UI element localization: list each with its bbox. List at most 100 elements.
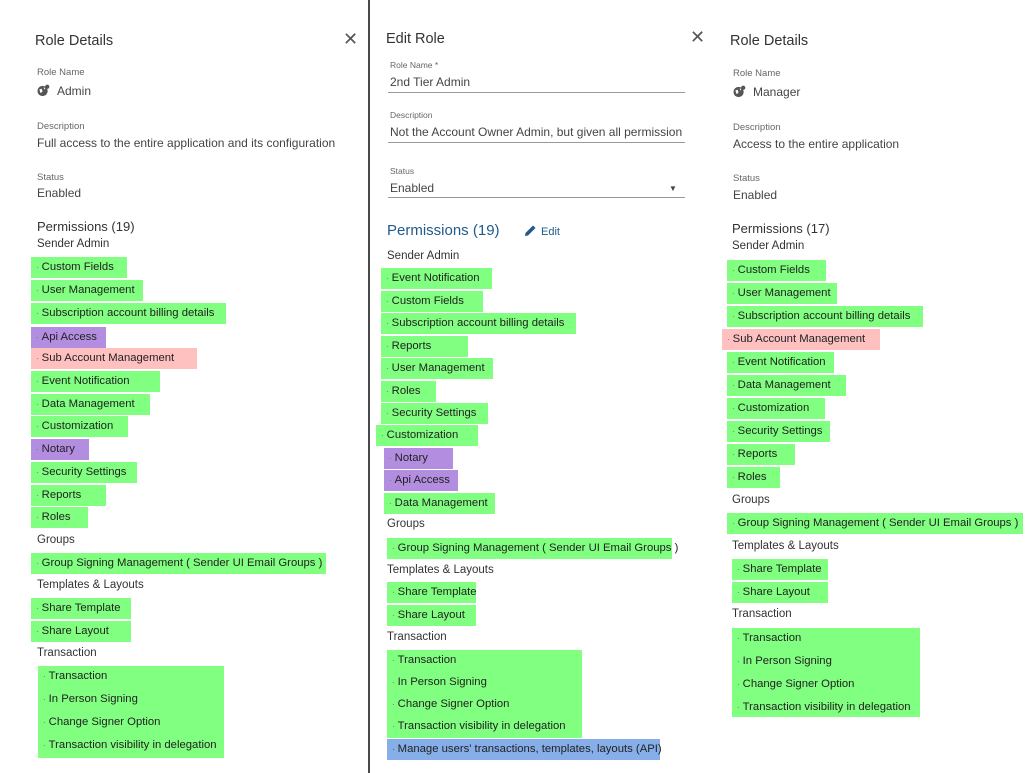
permission-chip: · Group Signing Management ( Sender UI Em… [31, 553, 326, 574]
description-input[interactable]: Not the Account Owner Admin, but given a… [390, 125, 684, 139]
section-templates-layouts: Templates & Layouts [732, 540, 839, 552]
permission-chip: · Customization [376, 425, 478, 446]
permission-chip: · Transaction visibility in delegation [392, 720, 566, 732]
panel-divider [368, 0, 370, 773]
section-sender-admin: Sender Admin [37, 238, 110, 250]
permission-chip: · Reports [727, 444, 795, 465]
panel-title: Edit Role [386, 31, 445, 47]
permission-chip: · Data Management [727, 375, 846, 396]
permission-chip: · Share Layout [31, 621, 131, 642]
role-details-panel-manager: Role Details Role Name Manager Descripti… [712, 0, 1035, 773]
status-value: Enabled [733, 188, 778, 202]
permission-chip: · Group Signing Management ( Sender UI Em… [387, 538, 678, 559]
permission-chip: · Custom Fields [727, 260, 826, 281]
status-value: Enabled [37, 186, 82, 200]
permission-block [38, 666, 224, 758]
permission-chip: · Data Management [384, 493, 495, 514]
description-value: Full access to the entire application an… [37, 136, 336, 150]
permission-chip: · Subscription account billing details [31, 303, 226, 324]
permission-chip: · Manage users' transactions, templates, … [387, 739, 662, 760]
permission-chip: · Roles [381, 381, 436, 402]
role-name-label: Role Name [733, 68, 781, 79]
permission-chip: · Share Layout [387, 605, 476, 626]
pencil-icon [525, 225, 536, 236]
globe-user-icon [37, 84, 50, 97]
section-sender-admin: Sender Admin [732, 240, 805, 252]
permission-chip: · Sub Account Management [31, 348, 197, 369]
permission-chip: · Transaction [392, 654, 457, 666]
permission-chip: · Roles [727, 467, 780, 488]
permission-chip: · Custom Fields [381, 291, 483, 312]
close-icon[interactable]: ✕ [343, 29, 359, 49]
permission-chip: · Event Notification [727, 352, 834, 373]
status-select[interactable]: Enabled [390, 181, 435, 195]
permission-chip: · Transaction visibility in delegation [43, 739, 217, 751]
panel-title: Role Details [35, 33, 114, 49]
role-name-input[interactable]: 2nd Tier Admin [390, 75, 471, 89]
description-label: Description [390, 110, 433, 120]
permission-chip: · Roles [31, 507, 88, 528]
role-details-panel-admin: Role Details ✕ Role Name Admin Descripti… [0, 0, 368, 773]
caret-down-icon[interactable]: ▼ [669, 184, 677, 193]
permission-chip: · User Management [727, 283, 837, 304]
edit-role-panel: Edit Role ✕ Role Name * 2nd Tier Admin D… [370, 0, 712, 773]
permission-chip: · Subscription account billing details [727, 306, 923, 327]
panel-title: Role Details [730, 33, 809, 49]
description-label: Description [733, 122, 781, 133]
permission-chip: · Share Layout [732, 582, 828, 603]
section-transaction: Transaction [37, 647, 97, 659]
permission-chip: · Api Access [31, 327, 106, 348]
section-groups: Groups [387, 518, 425, 530]
permission-chip: · Share Template [387, 582, 477, 603]
permission-chip: · Group Signing Management ( Sender UI Em… [727, 513, 1023, 534]
permission-chip: · Security Settings [727, 421, 830, 442]
close-icon[interactable]: ✕ [690, 27, 706, 47]
section-templates-layouts: Templates & Layouts [37, 579, 144, 591]
permission-chip: · Custom Fields [31, 257, 127, 278]
permission-chip: · Customization [31, 416, 128, 437]
permission-chip: · Event Notification [31, 371, 160, 392]
description-label: Description [37, 121, 85, 132]
edit-permissions-button[interactable]: Edit [524, 224, 560, 238]
permission-chip: · Transaction visibility in delegation [737, 701, 911, 713]
permission-chip: · Reports [381, 336, 468, 357]
status-label: Status [390, 166, 415, 176]
permission-chip: · Notary [31, 439, 89, 460]
role-name-value: Manager [733, 85, 800, 99]
permissions-title: Permissions (19) [37, 219, 135, 234]
description-value: Access to the entire application [733, 137, 900, 151]
field-underline [388, 142, 685, 143]
permission-chip: · Transaction [737, 632, 802, 644]
section-transaction: Transaction [387, 631, 447, 643]
permission-chip: · Security Settings [31, 462, 137, 483]
permission-chip: · Change Signer Option [392, 698, 510, 710]
permission-block [732, 628, 920, 717]
section-transaction: Transaction [732, 608, 792, 620]
permission-chip: · In Person Signing [43, 693, 138, 705]
status-label: Status [733, 173, 760, 184]
permissions-title: Permissions (19) [387, 222, 500, 239]
permission-chip: · Change Signer Option [43, 716, 161, 728]
permissions-title: Permissions (17) [732, 221, 830, 236]
permission-chip: · Api Access [384, 470, 458, 491]
permission-chip: · Event Notification [381, 268, 492, 289]
section-templates-layouts: Templates & Layouts [387, 564, 494, 576]
permission-chip: · Transaction [43, 670, 108, 682]
permission-chip: · Share Template [732, 559, 828, 580]
permission-chip: · Sub Account Management [722, 329, 880, 350]
permission-chip: · In Person Signing [392, 676, 487, 688]
permission-chip: · Share Template [31, 598, 131, 619]
field-underline [388, 197, 685, 198]
section-groups: Groups [732, 494, 770, 506]
permission-chip: · Subscription account billing details [381, 313, 576, 334]
field-underline [388, 92, 685, 93]
permission-chip: · User Management [381, 358, 493, 379]
permission-chip: · Change Signer Option [737, 678, 855, 690]
permission-chip: · Data Management [31, 394, 150, 415]
section-sender-admin: Sender Admin [387, 250, 460, 262]
permission-chip: · In Person Signing [737, 655, 832, 667]
permission-chip: · Security Settings [381, 403, 488, 424]
permission-block [387, 650, 582, 738]
role-name-label: Role Name * [390, 60, 439, 70]
permission-chip: · Reports [31, 485, 106, 506]
